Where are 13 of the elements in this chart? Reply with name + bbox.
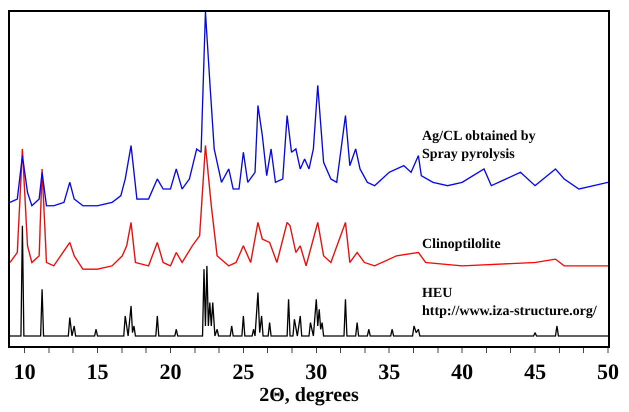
series-label: Ag/CL obtained by Spray pyrolysis — [422, 129, 536, 162]
x-tick-label: 30 — [305, 359, 328, 384]
x-tick-label: 35 — [378, 359, 400, 384]
series-label: Clinoptilolite — [422, 237, 501, 252]
x-tick-label: 45 — [524, 359, 546, 384]
series-label: HEU http://www.iza-structure.org/ — [422, 286, 598, 320]
x-tick-label: 20 — [159, 359, 182, 384]
x-tick-label: 50 — [597, 359, 619, 384]
x-tick-label: 25 — [232, 359, 254, 384]
x-tick-label: 15 — [86, 359, 109, 384]
x-tick-label: 10 — [14, 359, 36, 384]
x-axis-title: 2Θ, degrees — [259, 384, 360, 406]
x-tick-label: 40 — [451, 359, 474, 384]
